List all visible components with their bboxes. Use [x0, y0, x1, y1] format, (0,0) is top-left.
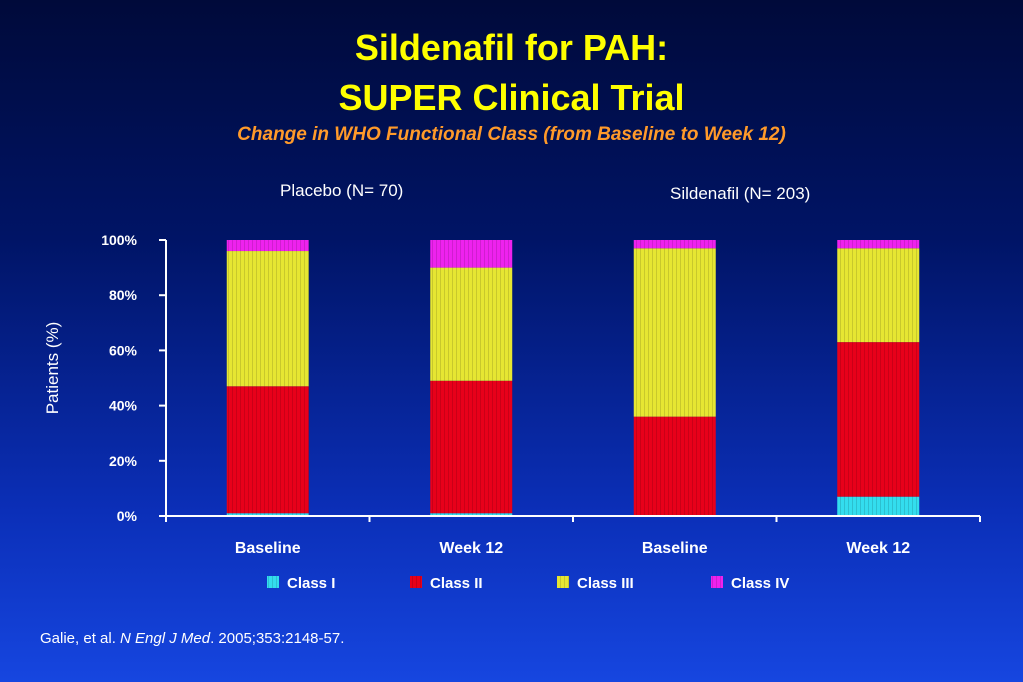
citation: Galie, et al. N Engl J Med. 2005;353:214…: [40, 630, 344, 647]
slide-title-line1: Sildenafil for PAH:: [354, 27, 669, 68]
legend-swatch-texture: [711, 576, 723, 588]
bar-0-class-i-texture: [226, 513, 309, 516]
bar-3-class-iv-texture: [837, 240, 920, 249]
citation-authors: Galie, et al.: [40, 630, 121, 647]
bar-0-class-iii-texture: [226, 251, 309, 387]
bar-0-class-iv-texture: [226, 240, 309, 252]
group-label-sildenafil: Sildenafil (N= 203): [670, 184, 811, 203]
y-tick-label: 40%: [109, 398, 138, 414]
y-tick-label: 60%: [109, 342, 138, 358]
bar-3-class-iii-texture: [837, 248, 920, 343]
slide-subtitle: Change in WHO Functional Class (from Bas…: [237, 124, 786, 145]
bar-1-class-iv-texture: [430, 240, 513, 268]
legend-swatch-texture: [557, 576, 569, 588]
bar-1-class-iii-texture: [430, 267, 513, 381]
bar-2-class-iv-texture: [633, 240, 716, 249]
citation-details: . 2005;353:2148-57.: [210, 630, 345, 647]
bar-3-class-ii-texture: [837, 342, 920, 497]
bar-0-class-ii-texture: [226, 386, 309, 514]
x-tick-label: Week 12: [846, 540, 910, 557]
y-tick-label: 20%: [109, 453, 138, 469]
y-tick-label: 100%: [101, 232, 137, 248]
legend-label: Class I: [287, 575, 335, 592]
bar-2-class-ii-texture: [633, 416, 716, 516]
legend-swatch-texture: [267, 576, 279, 588]
legend-label: Class III: [577, 575, 634, 592]
bar-1-class-ii-texture: [430, 380, 513, 514]
y-tick-label: 0%: [117, 508, 138, 524]
slide-title-line2: SUPER Clinical Trial: [338, 77, 685, 118]
legend-label: Class IV: [731, 575, 789, 592]
bar-1-class-i-texture: [430, 513, 513, 516]
bar-3-class-i-texture: [837, 496, 920, 516]
x-tick-label: Baseline: [642, 540, 708, 557]
group-label-placebo: Placebo (N= 70): [280, 181, 404, 200]
x-tick-label: Week 12: [439, 540, 503, 557]
legend-label: Class II: [430, 575, 483, 592]
x-tick-label: Baseline: [235, 540, 301, 557]
y-tick-label: 80%: [109, 287, 138, 303]
bar-2-class-iii-texture: [633, 248, 716, 417]
legend-swatch-texture: [410, 576, 422, 588]
y-axis-title: Patients (%): [43, 322, 62, 415]
citation-journal: N Engl J Med: [120, 630, 211, 647]
